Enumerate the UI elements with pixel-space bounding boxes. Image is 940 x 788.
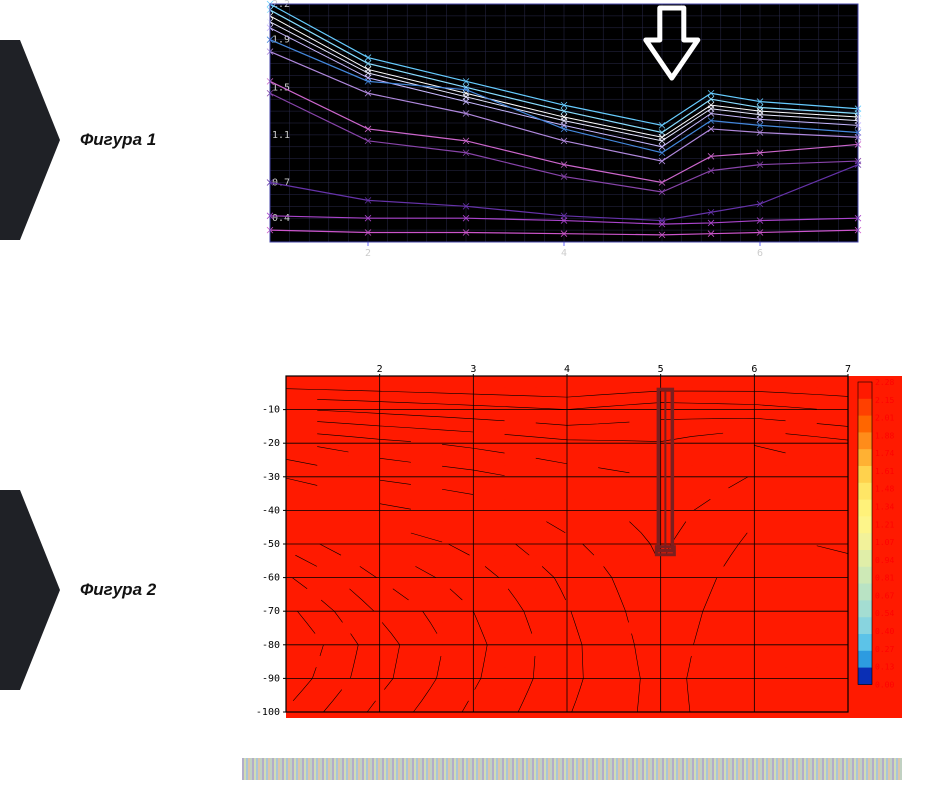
svg-text:4: 4 xyxy=(564,364,570,375)
svg-text:2.15: 2.15 xyxy=(875,396,894,405)
svg-text:0.67: 0.67 xyxy=(875,591,894,600)
svg-text:-70: -70 xyxy=(262,606,280,617)
svg-text:4: 4 xyxy=(561,248,567,259)
figure-1-chart: 2460.40.71.11.51.92.2 xyxy=(242,0,862,260)
svg-text:-80: -80 xyxy=(262,640,280,651)
chevron-right-shape xyxy=(0,490,60,690)
svg-text:2: 2 xyxy=(365,248,371,259)
contour-heatmap-svg: 2 3 4 5 6 7 -10 -20 -30 -40 -50 -60 -70 -80 -90 -100 2.2… xyxy=(242,358,902,718)
svg-text:2.2: 2.2 xyxy=(272,0,290,10)
svg-text:0.94: 0.94 xyxy=(875,556,894,565)
figure-2-label: Фигура 2 xyxy=(0,490,100,690)
svg-text:0.81: 0.81 xyxy=(875,574,894,583)
svg-text:7: 7 xyxy=(845,364,851,375)
svg-text:0.00: 0.00 xyxy=(875,680,894,689)
svg-text:1.21: 1.21 xyxy=(875,520,894,529)
svg-text:3: 3 xyxy=(470,364,476,375)
line-chart-svg: 2460.40.71.11.51.92.2 xyxy=(242,0,862,260)
svg-text:-20: -20 xyxy=(262,438,280,449)
svg-text:1.61: 1.61 xyxy=(875,467,894,476)
svg-text:2.01: 2.01 xyxy=(875,414,894,423)
svg-text:1.48: 1.48 xyxy=(875,485,894,494)
svg-text:-100: -100 xyxy=(256,707,280,718)
svg-text:6: 6 xyxy=(751,364,757,375)
svg-text:5: 5 xyxy=(658,364,664,375)
svg-text:6: 6 xyxy=(757,248,763,259)
figure-2-label-text: Фигура 2 xyxy=(80,580,156,600)
noise-strip xyxy=(242,758,902,780)
svg-text:0.13: 0.13 xyxy=(875,663,894,672)
svg-text:2: 2 xyxy=(377,364,383,375)
svg-text:0.40: 0.40 xyxy=(875,627,894,636)
svg-text:-60: -60 xyxy=(262,573,280,584)
svg-text:1.34: 1.34 xyxy=(875,503,894,512)
svg-text:-10: -10 xyxy=(262,405,280,416)
figure-2-chart: 2 3 4 5 6 7 -10 -20 -30 -40 -50 -60 -70 -80 -90 -100 2.2… xyxy=(242,358,902,718)
svg-text:-50: -50 xyxy=(262,539,280,550)
svg-text:-90: -90 xyxy=(262,673,280,684)
svg-text:1.74: 1.74 xyxy=(875,449,894,458)
chevron-right-shape xyxy=(0,40,60,240)
svg-text:0.54: 0.54 xyxy=(875,609,894,618)
svg-text:2.28: 2.28 xyxy=(875,378,894,387)
svg-text:1.88: 1.88 xyxy=(875,431,894,440)
svg-text:1.1: 1.1 xyxy=(272,130,290,141)
figure-1-label: Фигура 1 xyxy=(0,40,100,240)
svg-text:0.4: 0.4 xyxy=(272,213,290,224)
figure-1-label-text: Фигура 1 xyxy=(80,130,156,150)
svg-text:-30: -30 xyxy=(262,472,280,483)
svg-text:0.27: 0.27 xyxy=(875,645,894,654)
svg-text:-40: -40 xyxy=(262,505,280,516)
svg-text:1.07: 1.07 xyxy=(875,538,894,547)
